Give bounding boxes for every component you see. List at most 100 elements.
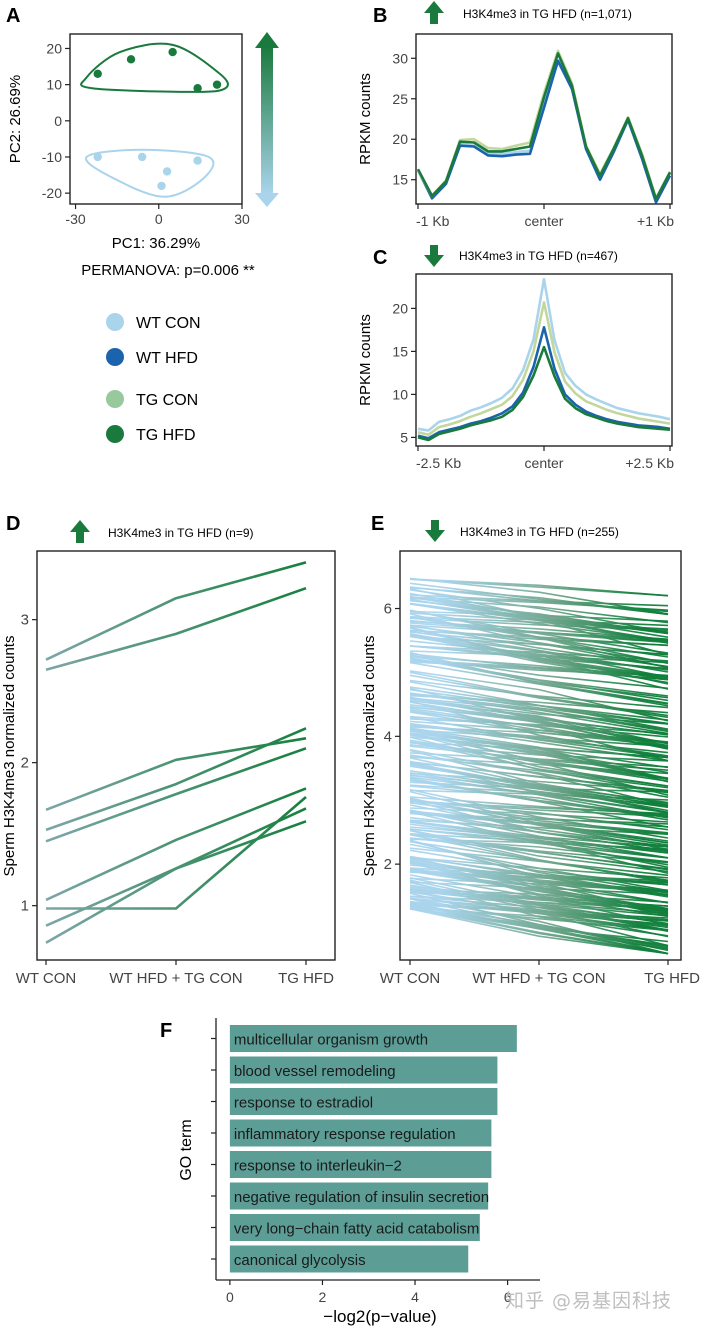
series-line bbox=[409, 867, 669, 882]
series-line bbox=[45, 561, 307, 661]
series-line bbox=[409, 622, 669, 643]
series-line bbox=[409, 829, 669, 873]
x-tick-label: 2 bbox=[319, 1289, 327, 1305]
y-tick-label: 5 bbox=[400, 429, 408, 445]
legend-label-tg-con: TG CON bbox=[136, 392, 198, 409]
panel-a-ylabel: PC2: 26.69% bbox=[7, 75, 24, 163]
bar bbox=[229, 1151, 492, 1178]
panel-d: D H3K4me3 in TG HFD (n=9) 1 2 3 WT CON WT HF… bbox=[1, 513, 336, 987]
series-line bbox=[409, 821, 669, 854]
legend-swatch-tg-con bbox=[106, 390, 124, 408]
scatter-point bbox=[212, 80, 222, 89]
series-line bbox=[409, 688, 669, 725]
scatter-point bbox=[193, 84, 202, 93]
series-line bbox=[409, 732, 669, 780]
panel-f-xlabel: −log2(p−value) bbox=[323, 1307, 436, 1326]
y-tick-label: 20 bbox=[392, 300, 408, 316]
series-line bbox=[409, 761, 669, 792]
y-tick-label: 20 bbox=[46, 40, 62, 56]
series-line bbox=[409, 755, 669, 789]
watermark: 知乎 @易基因科技 bbox=[505, 1290, 673, 1312]
series-line bbox=[409, 697, 669, 736]
series-line bbox=[409, 870, 669, 911]
series-line bbox=[409, 578, 669, 597]
y-tick-label: -10 bbox=[42, 149, 62, 165]
series-line bbox=[409, 760, 669, 814]
panel-a-frame bbox=[69, 33, 243, 205]
panel-e-letter: E bbox=[371, 513, 384, 535]
series-line bbox=[409, 785, 669, 821]
bar-label: inflammatory response regulation bbox=[234, 1126, 456, 1143]
x-tick-label: -1 Kb bbox=[416, 213, 450, 229]
x-tick-label: 0 bbox=[226, 1289, 234, 1305]
series-line bbox=[409, 694, 669, 714]
bar-label: response to estradiol bbox=[234, 1095, 373, 1112]
panel-a-letter: A bbox=[6, 5, 20, 27]
panel-f-ticks: 0 2 4 6 bbox=[226, 1280, 512, 1305]
series-line bbox=[409, 799, 669, 818]
panel-b-ticks: 15 20 25 30 -1 Kb center +1 Kb bbox=[392, 50, 674, 229]
legend-swatch-wt-con bbox=[106, 313, 124, 331]
panel-a: A -30 0 30 -20 -10 0 10 20 PC1: 36.29% PC2: 26.… bbox=[6, 5, 279, 279]
legend-label-wt-hfd: WT HFD bbox=[136, 350, 198, 367]
series-line bbox=[416, 52, 672, 201]
bar-label: response to interleukin−2 bbox=[234, 1158, 402, 1175]
bar bbox=[229, 1025, 517, 1052]
x-tick-label: 30 bbox=[234, 211, 250, 227]
series-line bbox=[409, 624, 669, 644]
series-line bbox=[417, 301, 671, 437]
legend-swatch-tg-hfd bbox=[106, 425, 124, 443]
series-line bbox=[45, 787, 307, 902]
series-line bbox=[409, 904, 669, 943]
series-line bbox=[416, 49, 672, 200]
series-line bbox=[409, 800, 669, 831]
x-tick-label: 0 bbox=[155, 211, 163, 227]
legend-swatch-wt-hfd bbox=[106, 348, 124, 366]
series-line bbox=[46, 796, 307, 910]
panel-a-stat: PERMANOVA: p=0.006 ** bbox=[81, 262, 255, 279]
series-line bbox=[409, 674, 669, 719]
series-line bbox=[409, 790, 669, 842]
y-tick-label: 20 bbox=[392, 131, 408, 147]
panel-d-ticks: 1 2 3 WT CON WT HFD + TG CON TG HFD bbox=[16, 612, 334, 987]
series-line bbox=[409, 837, 669, 871]
panel-a-hulls bbox=[80, 42, 229, 198]
y-tick-label: 15 bbox=[392, 172, 408, 188]
series-line bbox=[409, 741, 669, 780]
panel-f-ylabel: GO term bbox=[178, 1119, 195, 1180]
series-line bbox=[409, 843, 669, 892]
series-line bbox=[417, 277, 671, 432]
bar-label: canonical glycolysis bbox=[234, 1252, 366, 1269]
x-tick-label: WT CON bbox=[16, 970, 77, 987]
series-line bbox=[409, 837, 669, 863]
x-tick-label: -30 bbox=[65, 211, 85, 227]
series-line bbox=[409, 645, 669, 662]
panel-e-ticks: 2 4 6 WT CON WT HFD + TG CON TG HFD bbox=[380, 601, 700, 987]
x-tick-label: +2.5 Kb bbox=[625, 455, 674, 471]
x-tick-label: WT HFD + TG CON bbox=[109, 970, 242, 987]
series-line bbox=[45, 747, 307, 843]
series-line bbox=[409, 797, 669, 846]
down-arrow-icon bbox=[424, 245, 444, 267]
panel-c-ylabel: RPKM counts bbox=[357, 314, 374, 406]
panel-c: C H3K4me3 in TG HFD (n=467) 5 10 15 20 -2.5 … bbox=[357, 245, 674, 471]
series-line bbox=[409, 745, 669, 768]
x-tick-label: center bbox=[525, 455, 564, 471]
series-line bbox=[409, 884, 669, 933]
series-line bbox=[409, 809, 669, 847]
series-line bbox=[409, 603, 669, 642]
panel-d-frame bbox=[36, 550, 336, 961]
panel-a-ticks: -30 0 30 -20 -10 0 10 20 bbox=[42, 40, 250, 227]
bar-label: multicellular organism growth bbox=[234, 1032, 428, 1049]
panel-b-frame bbox=[415, 33, 673, 205]
panel-e-frame bbox=[399, 550, 682, 961]
series-line bbox=[409, 706, 669, 747]
legend-label-wt-con: WT CON bbox=[136, 315, 201, 332]
panel-b-letter: B bbox=[373, 5, 387, 27]
series-line bbox=[409, 748, 669, 807]
bar-label: blood vessel remodeling bbox=[234, 1063, 396, 1080]
panel-d-letter: D bbox=[6, 513, 20, 535]
series-line bbox=[409, 809, 669, 859]
scatter-point bbox=[162, 167, 172, 176]
